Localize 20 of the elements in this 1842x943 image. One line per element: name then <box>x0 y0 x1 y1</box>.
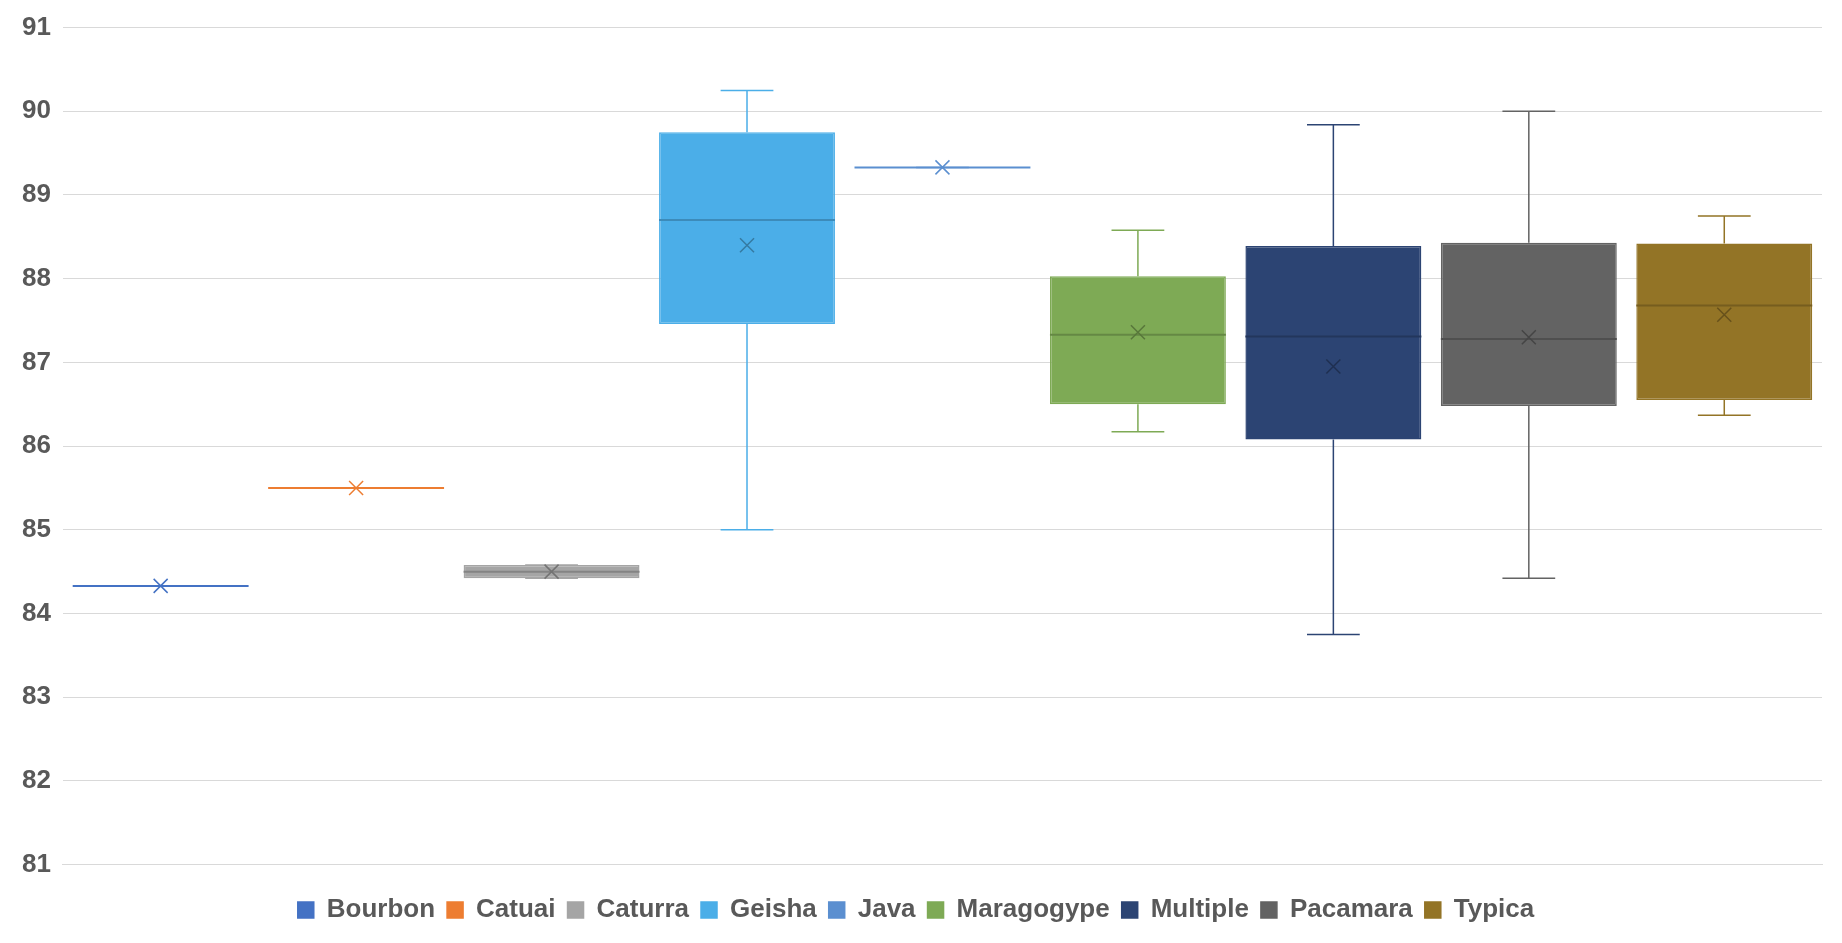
legend-label: Geisha <box>730 893 818 924</box>
y-tick-label: 90 <box>22 94 51 125</box>
y-tick-label: 87 <box>22 345 51 376</box>
y-tick-label: 86 <box>22 429 51 460</box>
legend-label: Bourbon <box>326 893 436 924</box>
legend-label: Pacamara <box>1289 893 1414 924</box>
y-tick-label: 82 <box>22 764 51 795</box>
legend-label: Maragogype <box>956 893 1110 924</box>
y-tick-label: 81 <box>22 847 51 878</box>
y-tick-label: 89 <box>22 178 51 209</box>
y-tick-label: 83 <box>22 680 51 711</box>
legend-label: Java <box>857 893 917 924</box>
legend-label: Catuai <box>476 893 556 924</box>
legend-label: Typica <box>1453 893 1535 924</box>
y-tick-label: 84 <box>22 596 52 627</box>
y-tick-label: 91 <box>22 10 51 41</box>
y-tick-label: 85 <box>22 512 51 543</box>
y-tick-label: 88 <box>22 261 51 292</box>
legend-label: Caturra <box>596 893 690 924</box>
legend-label: Multiple <box>1150 893 1249 924</box>
